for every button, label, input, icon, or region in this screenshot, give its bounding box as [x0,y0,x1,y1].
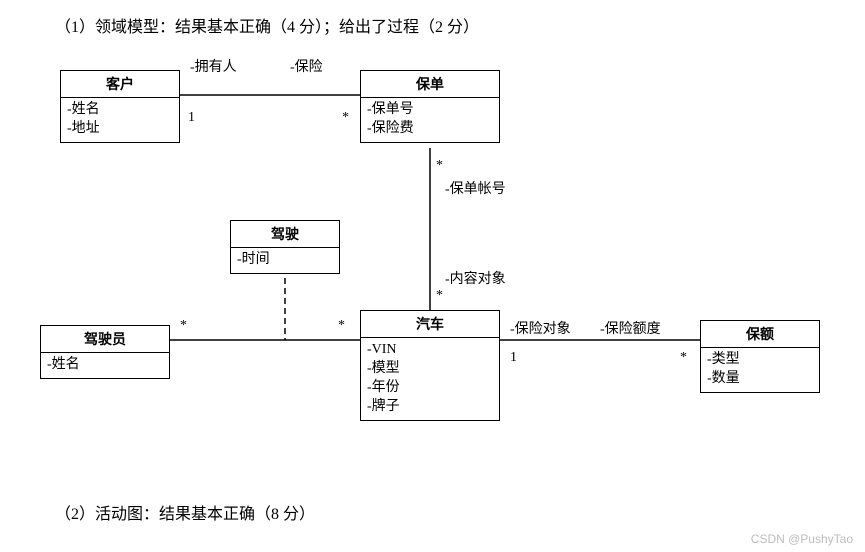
attr: -年份 [367,379,493,398]
class-customer-attrs: -姓名 -地址 [61,98,179,142]
mult-one-a: 1 [188,110,195,126]
label-ins-obj: -保险对象 [510,318,571,338]
attr: -数量 [707,370,813,389]
attr: -姓名 [67,101,173,120]
class-coverage: 保额 -类型 -数量 [700,320,820,393]
class-drive-title: 驾驶 [231,221,339,248]
attr: -地址 [67,120,173,139]
class-policy-title: 保单 [361,71,499,98]
class-car-attrs: -VIN -模型 -年份 -牌子 [361,338,499,420]
class-coverage-title: 保额 [701,321,819,348]
class-customer-title: 客户 [61,71,179,98]
mult-star1: * [342,110,349,126]
class-car: 汽车 -VIN -模型 -年份 -牌子 [360,310,500,421]
class-driver-attrs: -姓名 [41,353,169,378]
class-drive-attrs: -时间 [231,248,339,273]
label-insurance: -保险 [290,56,323,76]
attr: -姓名 [47,356,163,375]
class-driver: 驾驶员 -姓名 [40,325,170,379]
label-content-obj: -内容对象 [445,268,506,288]
attr: -类型 [707,351,813,370]
class-policy-attrs: -保单号 -保险费 [361,98,499,142]
attr: -保单号 [367,101,493,120]
label-owner: -拥有人 [190,56,237,76]
heading-1: （1）领域模型：结果基本正确（4 分）；给出了过程（2 分） [55,13,479,37]
attr: -牌子 [367,398,493,417]
label-policy-acct: -保单帐号 [445,178,506,198]
class-car-title: 汽车 [361,311,499,338]
heading-2: （2）活动图：结果基本正确（8 分） [55,500,315,524]
class-policy: 保单 -保单号 -保险费 [360,70,500,143]
label-ins-limit: -保险额度 [600,318,661,338]
attr: -模型 [367,360,493,379]
mult-star3: * [436,288,443,304]
mult-star2: * [436,158,443,174]
attr: -保险费 [367,120,493,139]
class-customer: 客户 -姓名 -地址 [60,70,180,143]
attr: -时间 [237,251,333,270]
class-drive: 驾驶 -时间 [230,220,340,274]
mult-star5: * [338,318,345,334]
class-coverage-attrs: -类型 -数量 [701,348,819,392]
mult-star4: * [180,318,187,334]
class-driver-title: 驾驶员 [41,326,169,353]
attr: -VIN [367,341,493,360]
watermark: CSDN @PushyTao [751,532,853,546]
mult-one-b: 1 [510,350,517,366]
mult-star6: * [680,350,687,366]
